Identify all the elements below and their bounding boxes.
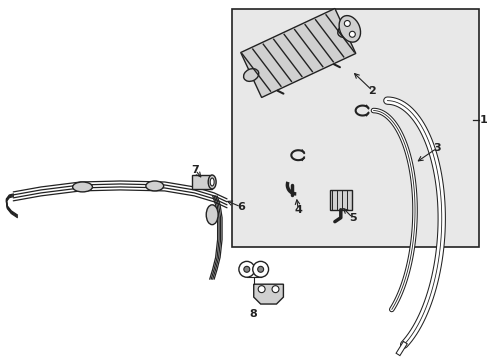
Circle shape	[252, 261, 268, 277]
Ellipse shape	[337, 24, 352, 37]
Bar	[231, 9, 478, 247]
Ellipse shape	[208, 175, 216, 189]
Ellipse shape	[210, 178, 214, 186]
Bar	[329, 190, 351, 210]
Ellipse shape	[338, 15, 360, 42]
Circle shape	[239, 261, 254, 277]
Circle shape	[244, 266, 249, 272]
Circle shape	[257, 266, 263, 272]
Polygon shape	[240, 9, 355, 98]
Text: 2: 2	[368, 86, 376, 96]
Text: 4: 4	[294, 205, 302, 215]
Text: 6: 6	[237, 202, 244, 212]
Circle shape	[258, 286, 264, 293]
Circle shape	[271, 286, 278, 293]
Text: 8: 8	[249, 309, 257, 319]
Polygon shape	[253, 284, 283, 304]
Ellipse shape	[73, 182, 92, 192]
Ellipse shape	[243, 69, 258, 81]
Circle shape	[344, 21, 349, 26]
Ellipse shape	[145, 181, 163, 191]
Text: 7: 7	[191, 165, 199, 175]
Ellipse shape	[206, 205, 218, 225]
Text: 5: 5	[348, 213, 356, 223]
Text: 3: 3	[432, 143, 440, 153]
Circle shape	[348, 31, 355, 37]
Bar	[192, 175, 212, 189]
Text: 1: 1	[478, 116, 486, 126]
